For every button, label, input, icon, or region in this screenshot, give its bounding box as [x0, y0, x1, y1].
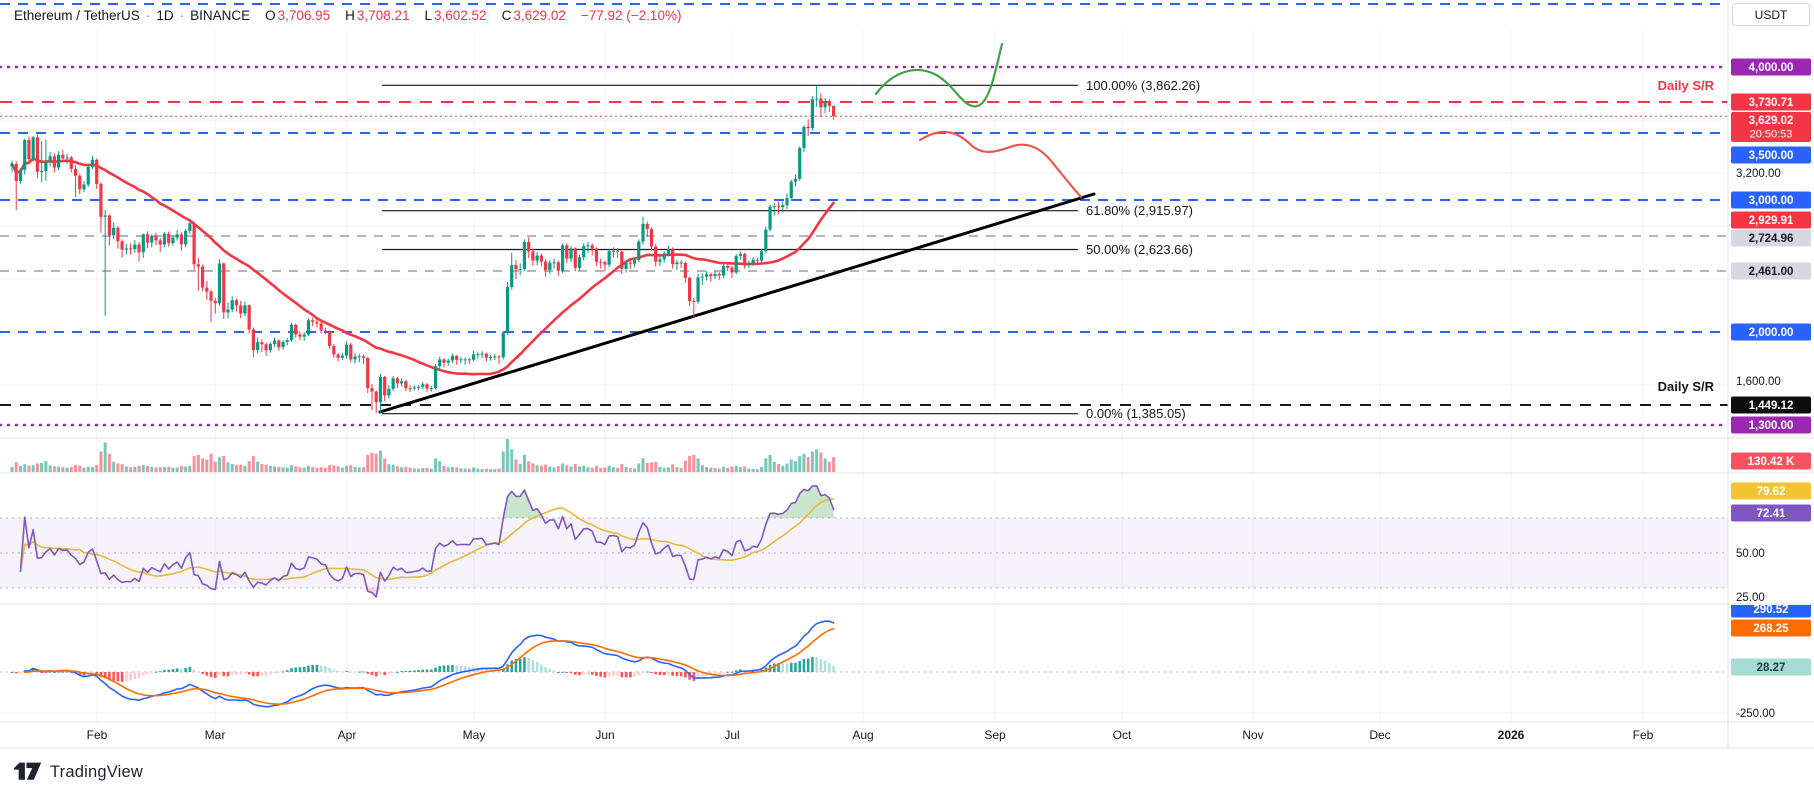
level-1449[interactable]: 1,449.12	[1731, 396, 1811, 414]
time-axis-label: Oct	[1113, 728, 1132, 742]
support-resistance-lines[interactable]	[0, 3, 1730, 427]
svg-text:79.62: 79.62	[1757, 486, 1786, 498]
tradingview-logo-text: TradingView	[50, 762, 143, 781]
svg-text:1,449.12: 1,449.12	[1749, 400, 1794, 412]
price-ma-line[interactable]	[10, 157, 835, 376]
level-3500[interactable]: 3,500.00	[1731, 146, 1811, 164]
volume-bars	[10, 439, 836, 472]
level-2000[interactable]: 2,000.00	[1731, 323, 1811, 341]
bearish-projection-drawing[interactable]	[918, 130, 1083, 199]
daily-sr-label: Daily S/R	[1658, 78, 1715, 93]
svg-text:72.41: 72.41	[1757, 508, 1786, 520]
level-4000[interactable]: 4,000.00	[1731, 58, 1811, 76]
time-axis-label: Dec	[1369, 728, 1390, 742]
svg-text:4,000.00: 4,000.00	[1749, 62, 1794, 74]
fib-label: 100.00% (3,862.26)	[1086, 78, 1200, 93]
time-axis-label: Feb	[87, 728, 108, 742]
symbol-legend[interactable]: Ethereum / TetherUS · 1D · BINANCE O 3,70…	[14, 8, 681, 23]
time-axis-label: 2026	[1498, 728, 1525, 742]
current-price[interactable]: 3,629.02 20:50:53	[1731, 112, 1811, 142]
price-tick: -250.00	[1736, 708, 1775, 720]
tradingview-logo[interactable]: TradingView	[14, 762, 143, 782]
rsi-ma-value[interactable]: 79.62	[1731, 482, 1811, 500]
candle-series	[10, 85, 836, 414]
interval-label[interactable]: 1D	[156, 8, 174, 23]
svg-text:3,629.02: 3,629.02	[1749, 115, 1794, 127]
svg-text:3,730.71: 3,730.71	[1749, 97, 1794, 109]
ohlc-high: H 3,708.21	[345, 8, 410, 23]
svg-text:3,000.00: 3,000.00	[1749, 195, 1794, 207]
svg-text:268.25: 268.25	[1753, 623, 1789, 635]
level-1300[interactable]: 1,300.00	[1731, 416, 1811, 434]
fib-retracement[interactable]: 100.00% (3,862.26) 61.80% (2,915.97) 50.00…	[382, 78, 1200, 421]
rsi-pane	[0, 485, 1728, 598]
ohlc-low: L 3,602.52	[424, 8, 487, 23]
tradingview-logo-icon	[14, 762, 42, 780]
price-tick: 25.00	[1736, 592, 1765, 604]
level-2929[interactable]: 2,929.91	[1731, 211, 1811, 229]
level-2724[interactable]: 2,724.96	[1731, 229, 1811, 247]
fib-label: 50.00% (2,623.66)	[1086, 242, 1193, 257]
change-value: −77.92 (−2.10%)	[580, 8, 682, 23]
ohlc-open: O 3,706.95	[265, 8, 331, 23]
svg-text:2,000.00: 2,000.00	[1749, 327, 1794, 339]
separator-dot: ·	[145, 8, 151, 23]
symbol-name[interactable]: Ethereum / TetherUS	[14, 8, 140, 23]
price-tick: 50.00	[1736, 548, 1765, 560]
svg-text:2,724.96: 2,724.96	[1749, 233, 1794, 245]
ohlc-close: C 3,629.02	[501, 8, 566, 23]
bullish-projection-drawing[interactable]	[874, 42, 1004, 108]
separator-dot: ·	[179, 8, 185, 23]
level-2461[interactable]: 2,461.00	[1731, 262, 1811, 280]
time-axis-label: Nov	[1242, 728, 1263, 742]
time-axis-label: Mar	[205, 728, 226, 742]
level-3730[interactable]: 3,730.71	[1731, 93, 1811, 111]
time-axis[interactable]: Feb Mar Apr May Jun Jul Aug Sep Oct Nov Dec 2026 Feb	[87, 728, 1654, 742]
svg-text:2,929.91: 2,929.91	[1749, 215, 1794, 227]
svg-text:1,300.00: 1,300.00	[1749, 420, 1794, 432]
chart-canvas[interactable]: 100.00% (3,862.26) 61.80% (2,915.97) 50.00…	[0, 0, 1814, 752]
time-axis-label: Apr	[338, 728, 357, 742]
macd-pane	[0, 620, 1728, 708]
daily-sr-label: Daily S/R	[1658, 379, 1715, 394]
time-axis-label: Jun	[595, 728, 614, 742]
exchange-label[interactable]: BINANCE	[190, 8, 251, 23]
fib-label: 61.80% (2,915.97)	[1086, 203, 1193, 218]
svg-text:20:50:53: 20:50:53	[1750, 129, 1793, 141]
svg-text:3,500.00: 3,500.00	[1749, 150, 1794, 162]
time-axis-label: Jul	[724, 728, 739, 742]
macd-value[interactable]: 290.52	[1731, 601, 1811, 618]
svg-text:28.27: 28.27	[1757, 662, 1786, 674]
macd-signal-value[interactable]: 268.25	[1731, 619, 1811, 637]
price-tick: 3,200.00	[1736, 168, 1781, 180]
svg-text:290.52: 290.52	[1753, 604, 1788, 616]
macd-hist-value[interactable]: 28.27	[1731, 658, 1811, 676]
price-axis[interactable]: 3,200.00 1,600.00 50.00 25.00 -250.00 4,000.0…	[1731, 58, 1811, 721]
currency-toggle-button[interactable]: USDT	[1732, 3, 1810, 26]
price-tick: 1,600.00	[1736, 376, 1781, 388]
time-axis-label: Sep	[984, 728, 1006, 742]
level-3000[interactable]: 3,000.00	[1731, 191, 1811, 209]
svg-text:2,461.00: 2,461.00	[1749, 266, 1794, 278]
time-axis-label: Feb	[1633, 728, 1654, 742]
fib-label: 0.00% (1,385.05)	[1086, 406, 1186, 421]
time-axis-label: Aug	[852, 728, 873, 742]
rsi-value[interactable]: 72.41	[1731, 504, 1811, 522]
svg-text:130.42 K: 130.42 K	[1748, 456, 1795, 468]
trendline[interactable]	[378, 192, 1096, 414]
volume-value[interactable]: 130.42 K	[1731, 452, 1811, 470]
time-axis-label: May	[463, 728, 486, 742]
